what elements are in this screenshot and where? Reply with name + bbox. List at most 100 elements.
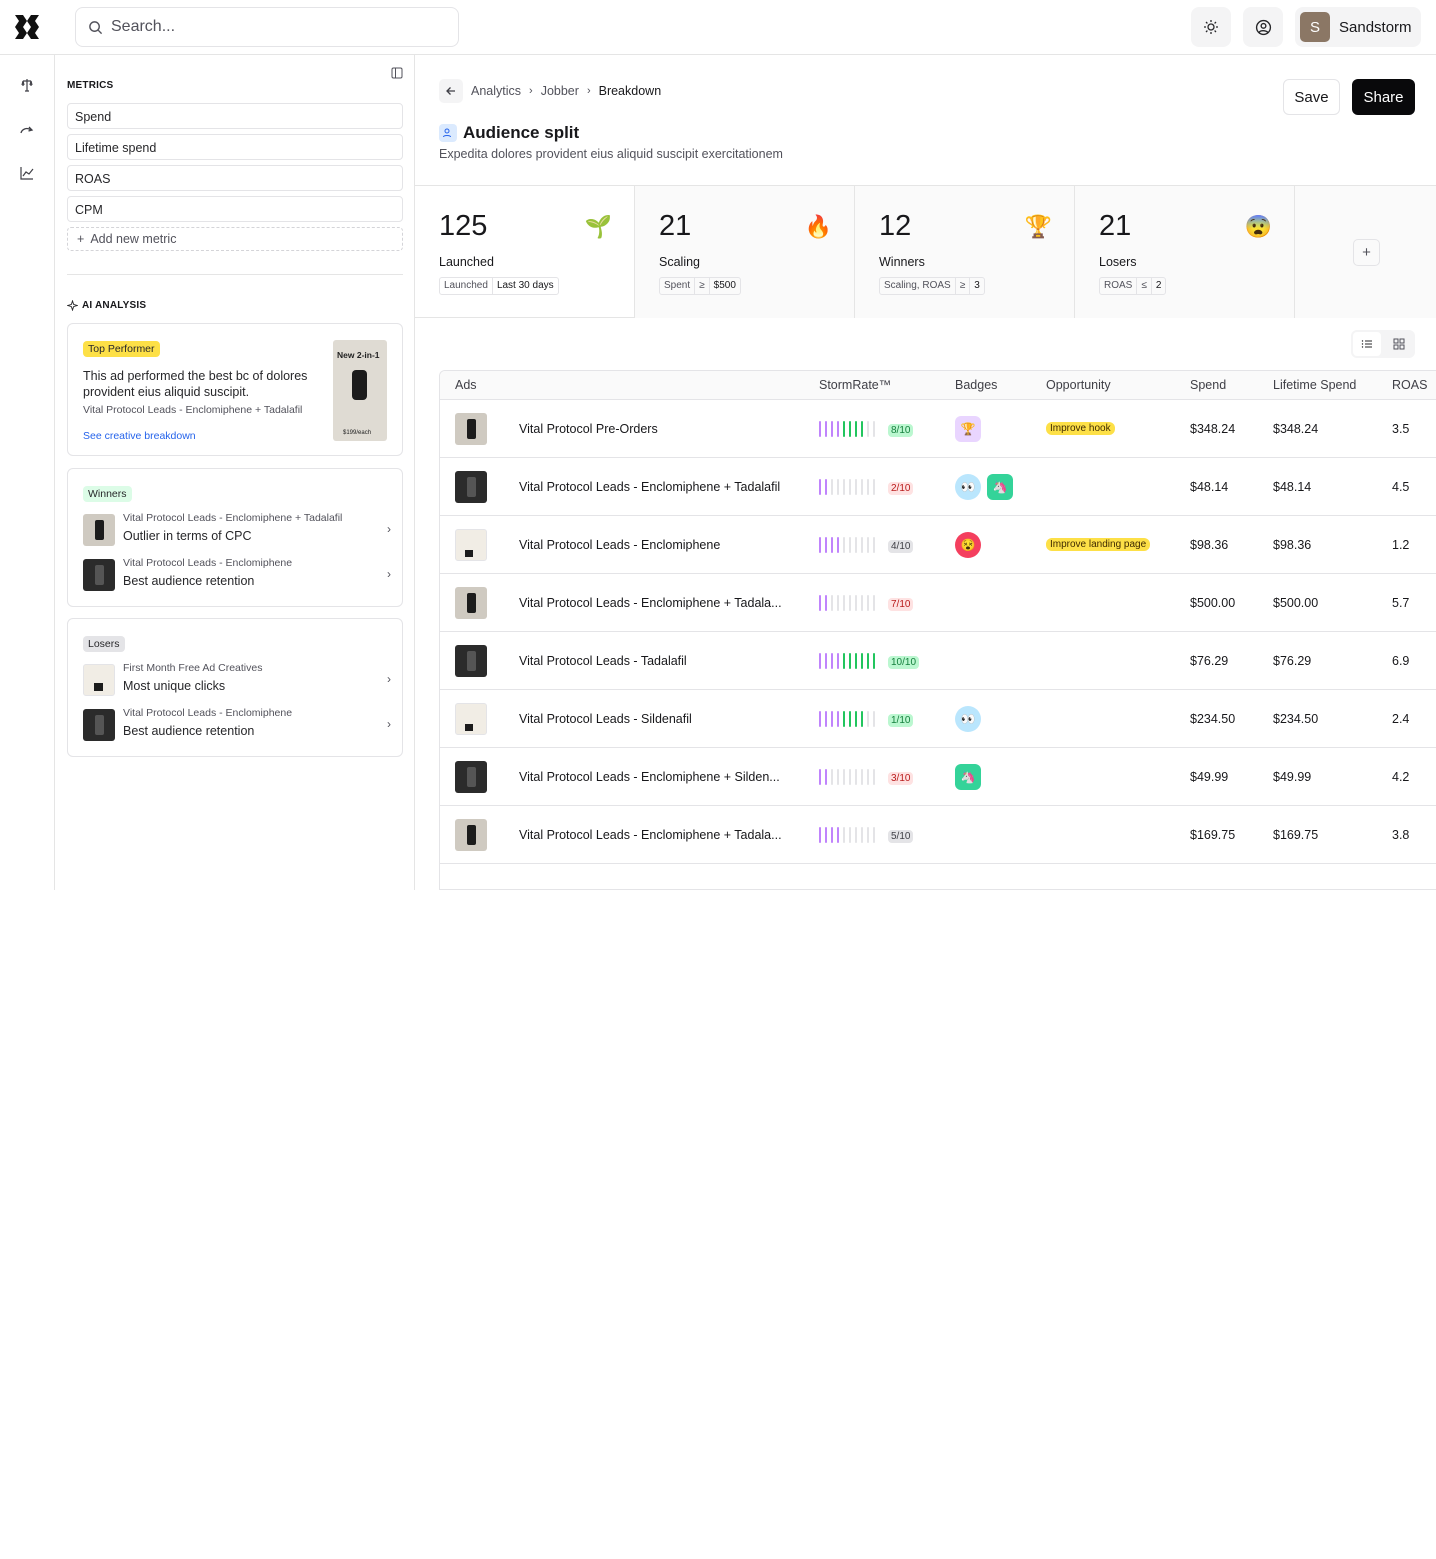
app-logo-icon[interactable]: [14, 14, 40, 40]
loser-item[interactable]: Vital Protocol Leads - Enclomiphene Best…: [83, 707, 391, 743]
winner-item-title: Best audience retention: [123, 574, 255, 588]
lifetime-spend-cell: $500.00: [1273, 596, 1319, 610]
ad-name[interactable]: Vital Protocol Leads - Enclomiphene + Ta…: [519, 596, 782, 610]
metric-item-lifetime-spend[interactable]: Lifetime spend: [67, 134, 403, 160]
stat-filter[interactable]: Launched Last 30 days: [439, 277, 559, 295]
opportunity-tag[interactable]: Improve landing page: [1046, 538, 1151, 551]
table-row[interactable]: Vital Protocol Pre-Orders 8/10 🏆 Improve ho…: [440, 400, 1436, 458]
unicorn-badge-icon[interactable]: 🦄: [955, 764, 981, 790]
ad-thumbnail[interactable]: [455, 819, 487, 851]
product-bottle: [352, 370, 367, 400]
users-icon: [439, 124, 457, 142]
stat-card-launched[interactable]: 125 🌱 Launched Launched Last 30 days: [415, 186, 635, 318]
flower-badge-icon[interactable]: 😵: [955, 532, 981, 558]
spend-cell: $76.29: [1190, 654, 1229, 668]
ad-thumbnail[interactable]: [455, 761, 487, 793]
column-stormrate[interactable]: StormRate™: [819, 378, 892, 392]
save-button[interactable]: Save: [1283, 79, 1340, 115]
loser-item-subtitle: Vital Protocol Leads - Enclomiphene: [123, 707, 293, 719]
ad-thumbnail[interactable]: [455, 645, 487, 677]
ad-thumbnail[interactable]: [455, 471, 487, 503]
top-performer-thumbnail[interactable]: New 2-in-1 $199/each: [333, 340, 387, 441]
metric-item-cpm[interactable]: CPM: [67, 196, 403, 222]
filter-value: $500: [713, 280, 736, 291]
winners-card: Winners Vital Protocol Leads - Enclomiph…: [67, 468, 403, 607]
ad-name[interactable]: Vital Protocol Leads - Enclomiphene + Ta…: [519, 480, 781, 494]
stat-filter[interactable]: ROAS ≤2: [1099, 277, 1167, 295]
ad-thumbnail[interactable]: [455, 529, 487, 561]
ad-thumbnail[interactable]: [455, 703, 487, 735]
rail-item-analytics[interactable]: [17, 163, 37, 183]
stormrate-score: 3/10: [888, 772, 914, 785]
column-roas[interactable]: ROAS: [1392, 378, 1428, 392]
eyes-badge-icon[interactable]: 👀: [955, 706, 981, 732]
view-toggle: [1351, 330, 1415, 358]
loser-item[interactable]: First Month Free Ad Creatives Most uniqu…: [83, 662, 391, 698]
rail-item-creatives[interactable]: [17, 75, 37, 95]
add-stat-button[interactable]: +: [1353, 239, 1380, 266]
ad-name[interactable]: Vital Protocol Pre-Orders: [519, 422, 658, 436]
chevron-right-icon: ›: [387, 672, 391, 686]
ad-thumbnail[interactable]: [455, 413, 487, 445]
stat-value: 21: [1099, 210, 1132, 242]
eyes-badge-icon[interactable]: 👀: [955, 474, 981, 500]
search-input[interactable]: Search...: [75, 7, 459, 47]
winners-badge: Winners: [83, 486, 132, 502]
rail-item-refresh[interactable]: [17, 120, 37, 140]
ad-thumbnail[interactable]: [455, 587, 487, 619]
top-bar: Search... S Sandstorm: [0, 0, 1436, 55]
stat-card-winners[interactable]: 12 🏆 Winners Scaling, ROAS ≥3: [855, 186, 1075, 318]
collapse-panel-icon[interactable]: [391, 67, 403, 79]
fearful-face-icon: 😨: [1244, 214, 1272, 239]
grid-view-button[interactable]: [1385, 332, 1413, 356]
metrics-section-title: METRICS: [67, 80, 114, 91]
table-row[interactable]: Vital Protocol Leads - Enclomiphene + Ta…: [440, 458, 1436, 516]
column-ads[interactable]: Ads: [455, 378, 477, 392]
ad-thumbnail: [83, 559, 115, 591]
stat-card-scaling[interactable]: 21 🔥 Scaling Spent ≥ $500: [635, 186, 855, 318]
column-badges[interactable]: Badges: [955, 378, 998, 392]
page-title-text: Audience split: [463, 123, 580, 142]
breadcrumb-jobber[interactable]: Jobber: [540, 84, 579, 98]
column-lifetime-spend[interactable]: Lifetime Spend: [1273, 378, 1357, 392]
spend-cell: $348.24: [1190, 422, 1236, 436]
winner-item[interactable]: Vital Protocol Leads - Enclomiphene + Ta…: [83, 512, 391, 548]
table-row[interactable]: Vital Protocol Leads - Sildenafil 1/10 👀 $2…: [440, 690, 1436, 748]
roas-cell: 4.5: [1392, 480, 1410, 494]
chevron-right-icon: ›: [387, 567, 391, 581]
ad-name[interactable]: Vital Protocol Leads - Enclomiphene: [519, 538, 721, 552]
add-metric-button[interactable]: + Add new metric: [67, 227, 403, 251]
trophy-badge-icon[interactable]: 🏆: [955, 416, 981, 442]
roas-cell: 3.8: [1392, 828, 1410, 842]
table-row[interactable]: Vital Protocol Leads - Enclomiphene + Si…: [440, 748, 1436, 806]
winner-item[interactable]: Vital Protocol Leads - Enclomiphene Best…: [83, 557, 391, 593]
opportunity-tag[interactable]: Improve hook: [1046, 422, 1115, 435]
theme-toggle-button[interactable]: [1191, 7, 1231, 47]
table-row[interactable]: Vital Protocol Leads - Enclomiphene 4/10 😵…: [440, 516, 1436, 574]
back-button[interactable]: [439, 79, 463, 103]
ad-name[interactable]: Vital Protocol Leads - Sildenafil: [519, 712, 692, 726]
account-switcher[interactable]: S Sandstorm: [1295, 7, 1421, 47]
table-row[interactable]: Vital Protocol Leads - Enclomiphene + Ta…: [440, 806, 1436, 864]
top-performer-card: Top Performer This ad performed the best…: [67, 323, 403, 456]
stat-card-losers[interactable]: 21 😨 Losers ROAS ≤2: [1075, 186, 1295, 318]
share-button[interactable]: Share: [1352, 79, 1415, 115]
column-spend[interactable]: Spend: [1190, 378, 1227, 392]
stat-filter[interactable]: Scaling, ROAS ≥3: [879, 277, 985, 295]
table-row[interactable]: Vital Protocol Leads - Enclomiphene + Ta…: [440, 574, 1436, 632]
column-opportunity[interactable]: Opportunity: [1046, 378, 1111, 392]
table-row[interactable]: Vital Protocol Leads - Tadalafil 10/10 $76…: [440, 632, 1436, 690]
ad-name[interactable]: Vital Protocol Leads - Tadalafil: [519, 654, 687, 668]
ad-name[interactable]: Vital Protocol Leads - Enclomiphene + Ta…: [519, 828, 782, 842]
unicorn-badge-icon[interactable]: 🦄: [987, 474, 1013, 500]
spend-cell: $98.36: [1190, 538, 1229, 552]
profile-button[interactable]: [1243, 7, 1283, 47]
stat-filter[interactable]: Spent ≥ $500: [659, 277, 741, 295]
see-creative-breakdown-link[interactable]: See creative breakdown: [83, 430, 196, 442]
metric-item-spend[interactable]: Spend: [67, 103, 403, 129]
stat-label: Launched: [439, 255, 494, 269]
list-view-button[interactable]: [1353, 332, 1381, 356]
breadcrumb-analytics[interactable]: Analytics: [471, 84, 522, 98]
ad-name[interactable]: Vital Protocol Leads - Enclomiphene + Si…: [519, 770, 780, 784]
metric-item-roas[interactable]: ROAS: [67, 165, 403, 191]
